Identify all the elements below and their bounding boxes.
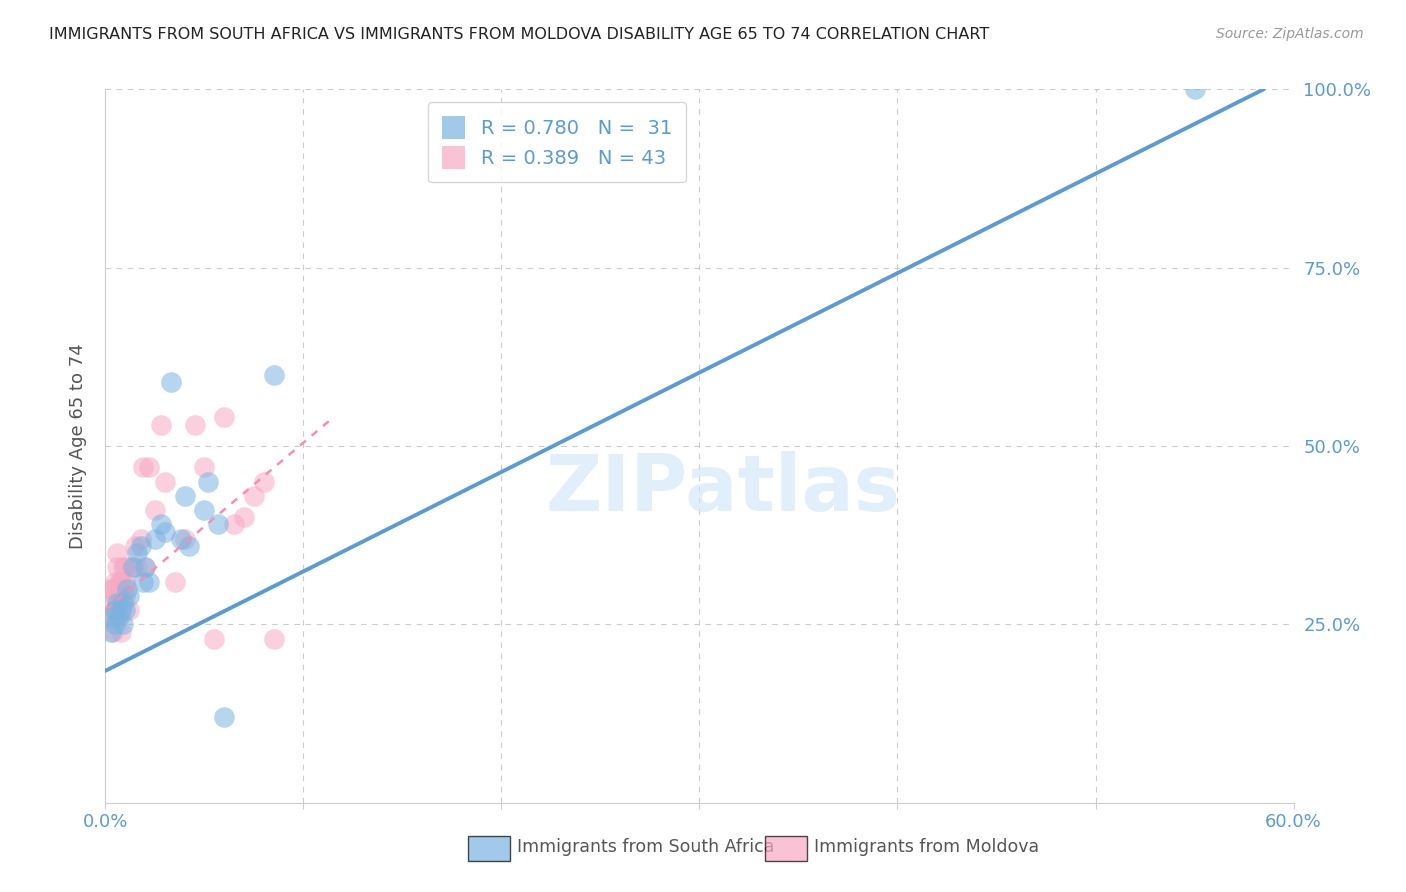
Point bbox=[214, 710, 236, 724]
Point bbox=[104, 574, 127, 589]
Point bbox=[159, 375, 181, 389]
Point bbox=[127, 546, 149, 560]
Point bbox=[138, 574, 160, 589]
Point bbox=[100, 582, 122, 596]
Point bbox=[153, 475, 176, 489]
Point bbox=[103, 610, 125, 624]
Text: Immigrants from Moldova: Immigrants from Moldova bbox=[814, 838, 1039, 856]
Point bbox=[263, 368, 285, 382]
Point bbox=[183, 417, 205, 432]
Point bbox=[110, 624, 132, 639]
Point bbox=[112, 617, 135, 632]
Point bbox=[173, 489, 195, 503]
Point bbox=[104, 617, 127, 632]
Point bbox=[177, 539, 200, 553]
Point bbox=[143, 532, 166, 546]
Point bbox=[253, 475, 276, 489]
Point bbox=[202, 632, 225, 646]
Point bbox=[153, 524, 176, 539]
Text: Immigrants from South Africa: Immigrants from South Africa bbox=[517, 838, 775, 856]
Point bbox=[114, 589, 136, 603]
Point bbox=[112, 574, 135, 589]
Point bbox=[114, 574, 136, 589]
Point bbox=[108, 574, 131, 589]
Point bbox=[193, 460, 215, 475]
Point bbox=[233, 510, 256, 524]
Point bbox=[108, 610, 131, 624]
Point bbox=[129, 532, 152, 546]
Point bbox=[263, 632, 285, 646]
Point bbox=[193, 503, 215, 517]
Point bbox=[115, 582, 138, 596]
Point bbox=[104, 603, 127, 617]
Point bbox=[118, 589, 141, 603]
Point bbox=[149, 417, 172, 432]
Point bbox=[110, 589, 132, 603]
Point bbox=[163, 574, 186, 589]
Point bbox=[134, 560, 156, 574]
Point bbox=[129, 539, 152, 553]
Point bbox=[105, 560, 128, 574]
Point bbox=[108, 589, 131, 603]
Point bbox=[103, 582, 125, 596]
Point bbox=[132, 460, 155, 475]
Point bbox=[114, 560, 136, 574]
Point bbox=[124, 539, 146, 553]
Point bbox=[112, 560, 135, 574]
Point bbox=[138, 460, 160, 475]
Point bbox=[105, 546, 128, 560]
Point bbox=[170, 532, 193, 546]
Point bbox=[1184, 82, 1206, 96]
Point bbox=[105, 596, 128, 610]
Point bbox=[132, 574, 155, 589]
Legend: R = 0.780   N =  31, R = 0.389   N = 43: R = 0.780 N = 31, R = 0.389 N = 43 bbox=[429, 103, 686, 182]
Text: IMMIGRANTS FROM SOUTH AFRICA VS IMMIGRANTS FROM MOLDOVA DISABILITY AGE 65 TO 74 : IMMIGRANTS FROM SOUTH AFRICA VS IMMIGRAN… bbox=[49, 27, 990, 42]
Point bbox=[149, 517, 172, 532]
Point bbox=[104, 589, 127, 603]
Point bbox=[114, 603, 136, 617]
Point bbox=[197, 475, 219, 489]
Point bbox=[120, 560, 142, 574]
Point bbox=[100, 624, 122, 639]
Point bbox=[134, 560, 156, 574]
Point bbox=[112, 596, 135, 610]
Point bbox=[143, 503, 166, 517]
Point bbox=[110, 603, 132, 617]
Point bbox=[243, 489, 266, 503]
Point bbox=[103, 624, 125, 639]
Point bbox=[104, 603, 127, 617]
Point bbox=[118, 603, 141, 617]
Point bbox=[224, 517, 246, 532]
Text: Source: ZipAtlas.com: Source: ZipAtlas.com bbox=[1216, 27, 1364, 41]
Point bbox=[173, 532, 195, 546]
Point bbox=[127, 560, 149, 574]
Text: ZIPatlas: ZIPatlas bbox=[546, 450, 901, 527]
Point bbox=[105, 610, 128, 624]
Point bbox=[207, 517, 229, 532]
Point bbox=[98, 610, 121, 624]
Y-axis label: Disability Age 65 to 74: Disability Age 65 to 74 bbox=[69, 343, 87, 549]
Point bbox=[100, 596, 122, 610]
Point bbox=[214, 410, 236, 425]
Point bbox=[110, 574, 132, 589]
Point bbox=[122, 560, 145, 574]
